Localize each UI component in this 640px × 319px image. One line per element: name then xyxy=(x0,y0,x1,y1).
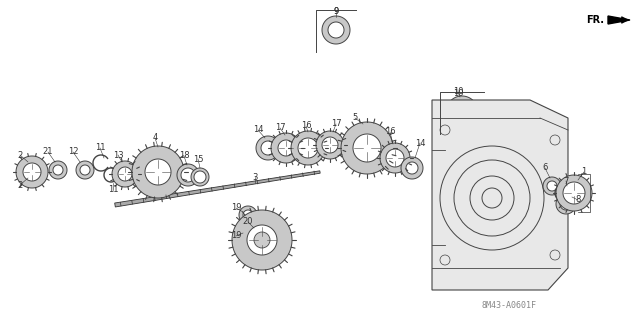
Text: 16: 16 xyxy=(385,128,396,137)
Polygon shape xyxy=(80,165,90,175)
Polygon shape xyxy=(247,225,277,255)
Text: 2: 2 xyxy=(17,151,22,160)
Polygon shape xyxy=(191,168,209,186)
Text: 14: 14 xyxy=(253,125,263,135)
Polygon shape xyxy=(547,181,557,191)
Polygon shape xyxy=(560,198,572,210)
Text: 17: 17 xyxy=(275,123,285,132)
Text: 11: 11 xyxy=(95,144,105,152)
Text: 10: 10 xyxy=(452,87,463,97)
Polygon shape xyxy=(118,167,132,181)
Polygon shape xyxy=(232,210,292,270)
Polygon shape xyxy=(112,161,138,187)
Text: 4: 4 xyxy=(152,133,157,143)
Polygon shape xyxy=(341,122,393,174)
Polygon shape xyxy=(432,100,568,290)
Text: 1: 1 xyxy=(581,167,587,176)
Polygon shape xyxy=(49,161,67,179)
Text: 8: 8 xyxy=(575,196,580,204)
Polygon shape xyxy=(181,168,195,182)
Text: 19: 19 xyxy=(231,204,241,212)
Circle shape xyxy=(254,232,270,248)
Polygon shape xyxy=(76,161,94,179)
Polygon shape xyxy=(556,194,576,214)
Text: FR.: FR. xyxy=(586,15,604,25)
Polygon shape xyxy=(608,16,630,24)
Polygon shape xyxy=(177,164,199,186)
Text: 13: 13 xyxy=(113,151,124,160)
Text: 20: 20 xyxy=(243,218,253,226)
Polygon shape xyxy=(53,165,63,175)
Text: 18: 18 xyxy=(179,152,189,160)
Polygon shape xyxy=(316,131,344,159)
Text: 11: 11 xyxy=(108,186,118,195)
Polygon shape xyxy=(298,138,318,158)
Text: 12: 12 xyxy=(68,147,78,157)
Polygon shape xyxy=(453,103,471,121)
Polygon shape xyxy=(328,22,344,38)
Text: 5: 5 xyxy=(353,114,358,122)
Text: 19: 19 xyxy=(231,232,241,241)
Polygon shape xyxy=(256,136,280,160)
Polygon shape xyxy=(278,140,294,156)
Polygon shape xyxy=(322,137,338,153)
Polygon shape xyxy=(322,16,350,44)
Polygon shape xyxy=(406,162,418,174)
Text: 9: 9 xyxy=(333,8,339,17)
Text: 3: 3 xyxy=(252,173,258,182)
Text: 2: 2 xyxy=(17,181,22,189)
Text: 7: 7 xyxy=(563,176,569,186)
Text: 14: 14 xyxy=(415,138,425,147)
Polygon shape xyxy=(16,156,48,188)
Polygon shape xyxy=(145,159,171,185)
Polygon shape xyxy=(401,157,423,179)
Polygon shape xyxy=(194,171,206,183)
Polygon shape xyxy=(380,143,410,173)
Text: 8M43-A0601F: 8M43-A0601F xyxy=(482,300,537,309)
Polygon shape xyxy=(115,171,320,207)
Polygon shape xyxy=(563,182,585,204)
Polygon shape xyxy=(243,210,253,220)
Polygon shape xyxy=(291,131,325,165)
Text: 16: 16 xyxy=(301,122,311,130)
Text: 6: 6 xyxy=(542,164,548,173)
Text: 17: 17 xyxy=(331,120,341,129)
Polygon shape xyxy=(386,149,404,167)
Polygon shape xyxy=(556,175,592,211)
Polygon shape xyxy=(132,146,184,198)
Text: 9: 9 xyxy=(333,8,339,17)
Polygon shape xyxy=(446,96,478,128)
Polygon shape xyxy=(23,163,41,181)
Text: 15: 15 xyxy=(193,154,204,164)
Polygon shape xyxy=(261,141,275,155)
Polygon shape xyxy=(271,133,301,163)
Polygon shape xyxy=(543,177,561,195)
Text: 21: 21 xyxy=(43,147,53,157)
Text: 10: 10 xyxy=(452,88,463,98)
Polygon shape xyxy=(353,134,381,162)
Polygon shape xyxy=(239,206,257,224)
